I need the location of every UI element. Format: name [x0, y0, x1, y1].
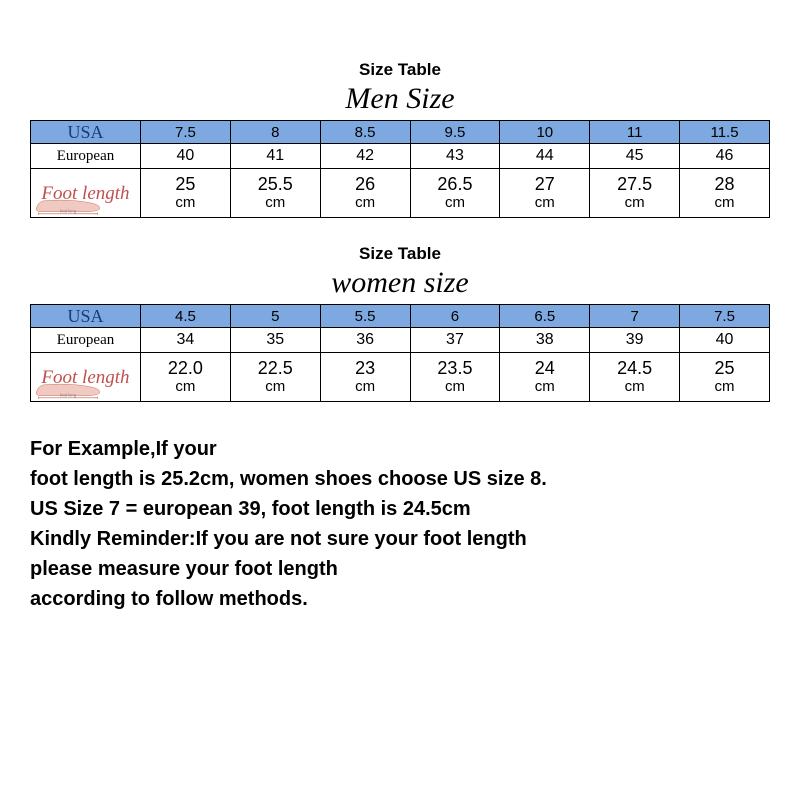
foot-length-cell: 25cm — [680, 353, 770, 402]
usa-cell: 5 — [230, 305, 320, 328]
usa-label: USA — [67, 122, 103, 142]
usa-cell: 9.5 — [410, 121, 500, 144]
women-caption: Size Table — [30, 244, 770, 264]
note-line: according to follow methods. — [30, 584, 770, 614]
foot-length-cell: 27.5cm — [590, 169, 680, 218]
usa-cell: 6.5 — [500, 305, 590, 328]
note-line: US Size 7 = european 39, foot length is … — [30, 494, 770, 524]
men-section: Size Table Men Size USA 7.588.59.5101111.… — [30, 60, 770, 218]
european-cell: 45 — [590, 144, 680, 169]
foot-length-cell: 23.5cm — [410, 353, 500, 402]
european-cell: 37 — [410, 328, 500, 353]
foot-length-cell: 22.0cm — [141, 353, 231, 402]
european-label: European — [57, 148, 114, 164]
foot-length-cell: 24.5cm — [590, 353, 680, 402]
european-label: European — [57, 332, 114, 348]
european-cell: 46 — [680, 144, 770, 169]
women-table: USA 4.555.566.577.5 European 34353637383940… — [30, 304, 770, 402]
usa-cell: 11.5 — [680, 121, 770, 144]
usa-cell: 7.5 — [141, 121, 231, 144]
table-row-foot: Foot length foot long 22.0cm22.5cm23cm23… — [31, 353, 770, 402]
foot-length-label: Foot length — [31, 184, 140, 203]
european-cell: 36 — [320, 328, 410, 353]
european-cell: 41 — [230, 144, 320, 169]
svg-text:foot long: foot long — [60, 392, 77, 397]
note-line: Kindly Reminder:If you are not sure your… — [30, 524, 770, 554]
foot-length-cell: 26.5cm — [410, 169, 500, 218]
men-caption: Size Table — [30, 60, 770, 80]
european-cell: 40 — [680, 328, 770, 353]
usa-label: USA — [67, 306, 103, 326]
european-cell: 44 — [500, 144, 590, 169]
european-cell: 38 — [500, 328, 590, 353]
usa-cell: 11 — [590, 121, 680, 144]
usa-cell: 8 — [230, 121, 320, 144]
european-cell: 35 — [230, 328, 320, 353]
usa-cell: 6 — [410, 305, 500, 328]
men-table: USA7.588.59.5101111.5European40414243444… — [30, 120, 770, 218]
table-row-usa: USA 4.555.566.577.5 — [31, 305, 770, 328]
note-line: foot length is 25.2cm, women shoes choos… — [30, 464, 770, 494]
women-tbody: USA 4.555.566.577.5 European 34353637383940… — [31, 305, 770, 402]
note-line: For Example,If your — [30, 434, 770, 464]
european-cell: 39 — [590, 328, 680, 353]
table-row-usa: USA 7.588.59.5101111.5 — [31, 121, 770, 144]
european-cell: 34 — [141, 328, 231, 353]
foot-length-cell: 27cm — [500, 169, 590, 218]
foot-length-cell: 23cm — [320, 353, 410, 402]
foot-length-cell: 25.5cm — [230, 169, 320, 218]
men-tbody: USA7.588.59.5101111.5European40414243444… — [31, 121, 770, 218]
svg-text:foot long: foot long — [60, 208, 77, 213]
usa-cell: 7 — [590, 305, 680, 328]
foot-length-cell: 26cm — [320, 169, 410, 218]
foot-length-label: Foot length — [31, 368, 140, 387]
european-cell: 40 — [141, 144, 231, 169]
usa-cell: 4.5 — [141, 305, 231, 328]
foot-length-cell: 22.5cm — [230, 353, 320, 402]
men-title: Men Size — [30, 82, 770, 116]
usa-cell: 10 — [500, 121, 590, 144]
table-row-european: European 34353637383940 — [31, 328, 770, 353]
usa-cell: 7.5 — [680, 305, 770, 328]
usa-cell: 5.5 — [320, 305, 410, 328]
foot-length-cell: 28cm — [680, 169, 770, 218]
european-cell: 42 — [320, 144, 410, 169]
women-section: Size Table women size USA 4.555.566.577.5… — [30, 244, 770, 402]
usa-cell: 8.5 — [320, 121, 410, 144]
women-title: women size — [30, 266, 770, 300]
notes: For Example,If yourfoot length is 25.2cm… — [30, 434, 770, 614]
table-row-european: European 40414243444546 — [31, 144, 770, 169]
note-line: please measure your foot length — [30, 554, 770, 584]
foot-length-cell: 25cm — [141, 169, 231, 218]
european-cell: 43 — [410, 144, 500, 169]
foot-length-cell: 24cm — [500, 353, 590, 402]
page: Size Table Men Size USA7.588.59.5101111.… — [0, 0, 800, 644]
table-row-foot: Foot length foot long 25cm25.5cm26cm26.5… — [31, 169, 770, 218]
